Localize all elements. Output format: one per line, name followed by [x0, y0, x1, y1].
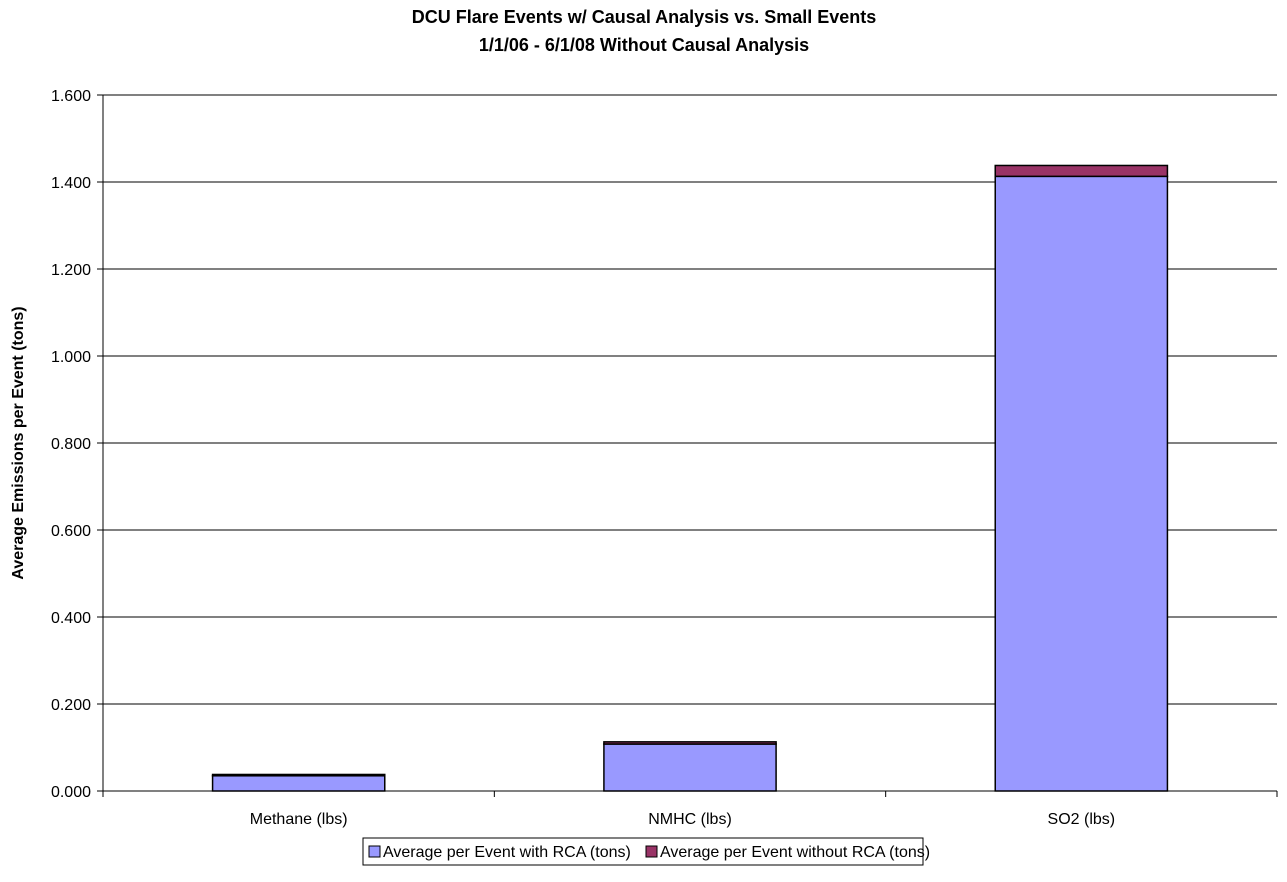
bar-without-rca	[603, 741, 777, 745]
legend-swatch	[645, 845, 658, 858]
bar-with-rca	[211, 775, 386, 792]
legend-box	[362, 837, 924, 866]
y-tick-label: 1.600	[51, 88, 91, 105]
legend: Average per Event with RCA (tons) Average…	[362, 837, 930, 866]
bar-with-rca	[603, 743, 777, 792]
axes	[97, 94, 1278, 797]
y-tick-label: 1.200	[51, 262, 91, 279]
y-tick-labels: 0.000 0.200 0.400 0.600 0.800 1.000 1.200 1.400…	[51, 88, 91, 801]
chart-subtitle: 1/1/06 - 6/1/08 Without Causal Analysis	[479, 35, 809, 55]
legend-swatch	[368, 845, 381, 858]
y-tick-label: 0.000	[51, 784, 91, 801]
y-tick-label: 0.800	[51, 436, 91, 453]
y-tick-label: 0.200	[51, 697, 91, 714]
x-tick-label: SO2 (lbs)	[1048, 811, 1116, 828]
bar-without-rca	[211, 773, 386, 777]
x-tick-labels: Methane (lbs) NMHC (lbs) SO2 (lbs)	[250, 811, 1115, 828]
x-tick-label: Methane (lbs)	[250, 811, 348, 828]
chart-title: DCU Flare Events w/ Causal Analysis vs. …	[412, 7, 877, 27]
y-tick-label: 0.400	[51, 610, 91, 627]
legend-label: Average per Event with RCA (tons)	[383, 844, 631, 861]
bar-without-rca	[994, 164, 1169, 178]
gridlines	[103, 94, 1277, 705]
y-tick-label: 0.600	[51, 523, 91, 540]
x-tick-label: NMHC (lbs)	[648, 811, 732, 828]
bar-with-rca	[994, 175, 1169, 792]
legend-label: Average per Event without RCA (tons)	[660, 844, 930, 861]
y-tick-label: 1.000	[51, 349, 91, 366]
y-axis-label: Average Emissions per Event (tons)	[10, 306, 27, 579]
bars	[211, 164, 1169, 792]
y-tick-label: 1.400	[51, 175, 91, 192]
